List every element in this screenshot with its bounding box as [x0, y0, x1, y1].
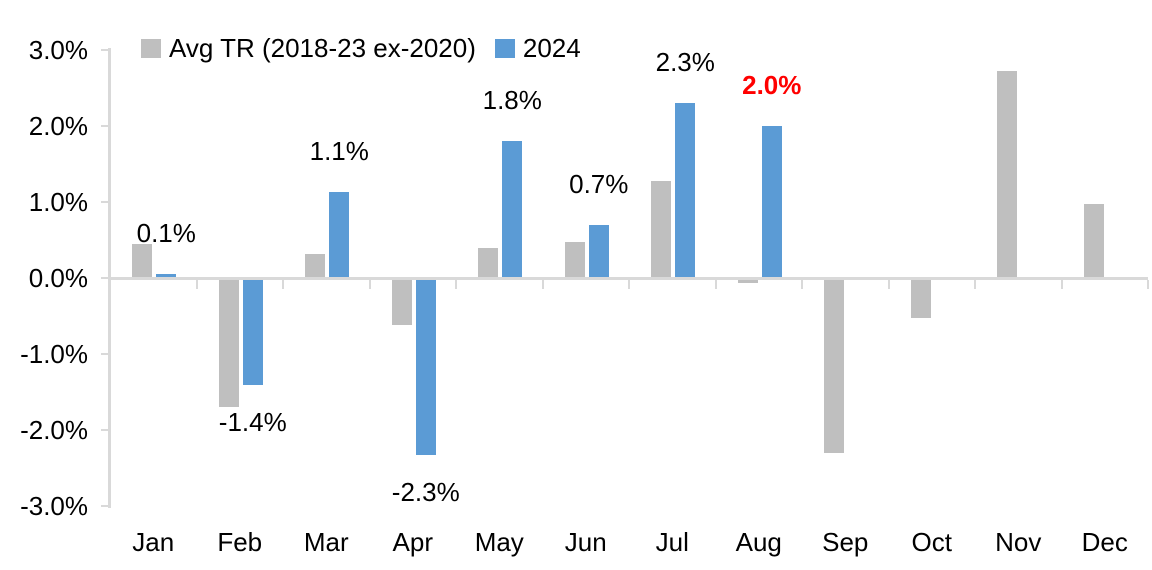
bar-avg-tr-aug — [737, 278, 758, 284]
bar-2024-jun — [588, 224, 609, 278]
data-label-jan: 0.1% — [136, 218, 196, 249]
data-label-feb: -1.4% — [218, 407, 287, 438]
x-tick-label-dec: Dec — [1081, 527, 1128, 557]
y-tick-label: -2.0% — [20, 415, 88, 446]
y-tick-label: -3.0% — [20, 491, 88, 522]
y-axis-tick — [101, 277, 110, 279]
x-axis-tick — [368, 279, 371, 289]
data-label-aug: 2.0% — [742, 69, 802, 100]
legend-swatch-avg-tr — [141, 39, 161, 58]
data-label-jun: 0.7% — [569, 168, 629, 199]
x-tick-label-oct: Oct — [911, 527, 952, 557]
bar-avg-tr-dec — [1083, 204, 1104, 278]
y-axis-tick — [101, 429, 110, 432]
x-axis-tick — [801, 279, 803, 289]
data-label-mar: 1.1% — [309, 136, 369, 166]
x-tick-label-apr: Apr — [392, 527, 433, 557]
data-label-apr: -2.3% — [391, 477, 460, 508]
bar-2024-jan — [156, 274, 177, 278]
data-label-may: 1.8% — [482, 85, 542, 116]
y-axis-tick — [101, 48, 110, 51]
x-tick-label-jul: Jul — [655, 527, 689, 557]
x-tick-label-mar: Mar — [303, 527, 349, 557]
y-tick-label: -1.0% — [20, 339, 88, 370]
x-tick-label-nov: Nov — [995, 527, 1042, 557]
bar-2024-mar — [329, 192, 350, 278]
x-axis-tick — [195, 279, 198, 289]
legend-swatch-2024 — [494, 39, 515, 58]
bar-avg-tr-jul — [651, 181, 672, 278]
bar-avg-tr-jun — [564, 242, 585, 278]
bar-avg-tr-feb — [218, 278, 239, 408]
legend-label-2024: 2024 — [522, 33, 581, 63]
x-axis-tick — [455, 279, 457, 289]
y-axis-tick — [101, 124, 110, 127]
x-axis-tick — [1147, 279, 1149, 289]
x-tick-label-aug: Aug — [735, 527, 782, 557]
x-axis-tick — [1060, 279, 1063, 289]
bar-avg-tr-mar — [305, 253, 326, 278]
x-axis-tick — [541, 279, 544, 289]
x-tick-label-may: May — [474, 527, 524, 557]
x-axis-line — [108, 276, 1148, 280]
x-axis-tick — [887, 279, 890, 289]
x-axis-tick — [109, 279, 111, 289]
y-tick-label: 0.0% — [28, 263, 88, 293]
x-tick-label-sep: Sep — [822, 527, 869, 557]
bar-avg-tr-nov — [997, 71, 1018, 278]
x-axis-tick — [628, 279, 630, 289]
bar-avg-tr-may — [478, 247, 499, 278]
y-axis-tick — [101, 353, 110, 356]
x-tick-label-feb: Feb — [217, 527, 263, 557]
y-tick-label: 3.0% — [28, 34, 88, 65]
legend-label-avg-tr: Avg TR (2018-23 ex-2020) — [169, 33, 476, 63]
bar-avg-tr-apr — [391, 278, 412, 326]
bar-2024-feb — [242, 278, 263, 386]
y-tick-label: 1.0% — [28, 186, 88, 217]
bar-2024-apr — [415, 278, 436, 456]
y-axis-tick — [101, 200, 110, 203]
data-label-jul: 2.3% — [655, 46, 715, 77]
bar-avg-tr-sep — [824, 278, 845, 454]
x-axis-tick — [714, 279, 717, 289]
bar-avg-tr-oct — [910, 278, 931, 318]
x-axis-tick — [974, 279, 976, 289]
bar-2024-may — [502, 141, 523, 278]
chart-legend: Avg TR (2018-23 ex-2020) 2024 — [141, 33, 600, 64]
y-tick-label: 2.0% — [28, 110, 88, 141]
y-axis-tick — [101, 505, 110, 508]
x-tick-label-jan: Jan — [132, 527, 175, 557]
x-tick-label-jun: Jun — [564, 527, 607, 557]
x-axis-tick — [282, 279, 284, 289]
bar-2024-aug — [761, 125, 782, 278]
bar-2024-jul — [675, 102, 696, 278]
bar-avg-tr-jan — [132, 243, 153, 278]
